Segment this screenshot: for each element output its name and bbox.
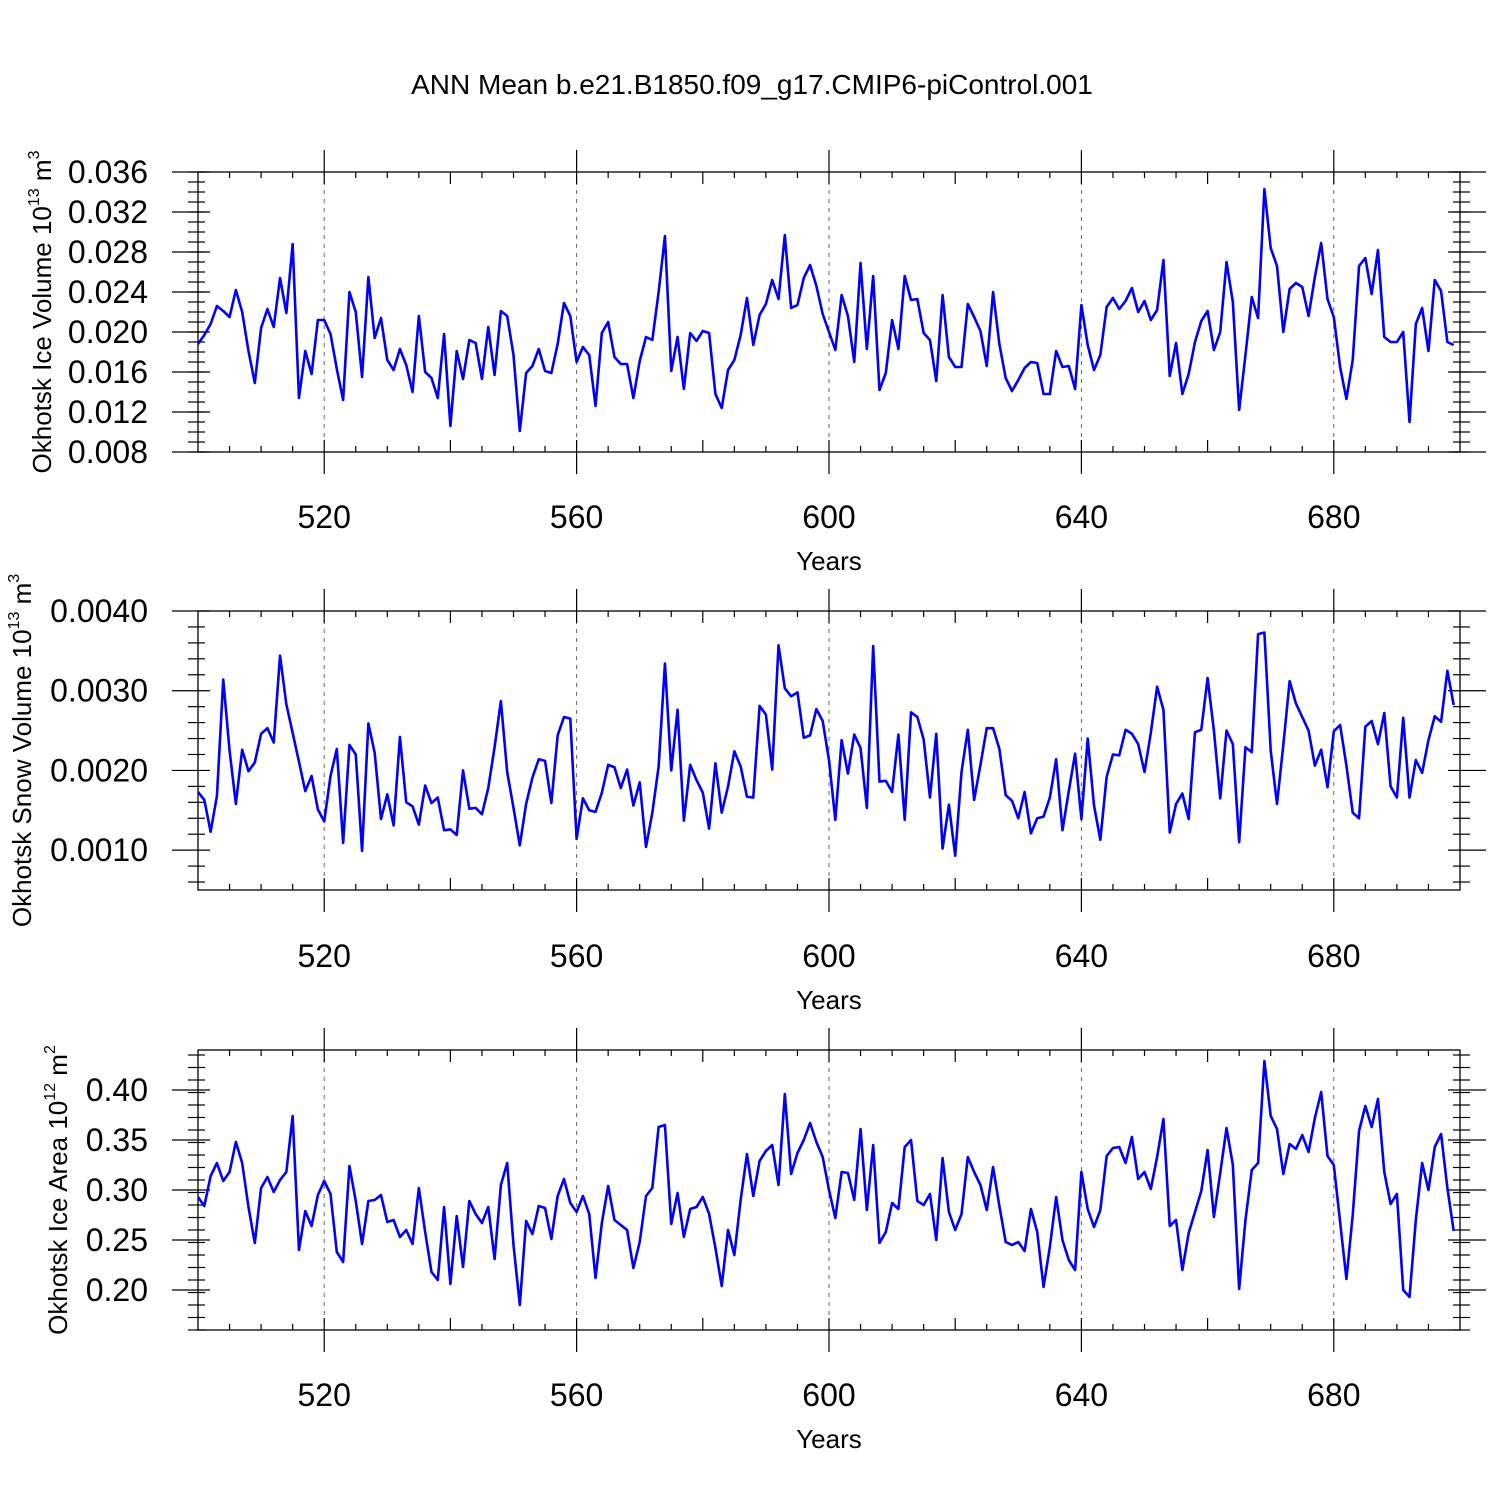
- figure-title: ANN Mean b.e21.B1850.f09_g17.CMIP6-piCon…: [411, 69, 1093, 100]
- x-axis-title: Years: [796, 1424, 862, 1454]
- y-axis-title-unit-exponent: 3: [26, 150, 43, 159]
- y-axis-title-unit: m: [27, 159, 57, 188]
- y-tick-label: 0.30: [86, 1172, 148, 1208]
- y-axis-title-exponent: 13: [26, 188, 43, 206]
- y-tick-label: 0.0010: [50, 832, 148, 868]
- series-line-ice-area: [196, 1059, 1455, 1307]
- panel-ice-volume: 520 560 600 640 680 0.008 0.012 0.016 0.020 0.024…: [26, 150, 1486, 576]
- x-tick-label: 640: [1055, 499, 1108, 535]
- y-tick-label: 0.024: [68, 274, 148, 310]
- panels: 520 560 600 640 680 0.008 0.012 0.016 0.020 0.024…: [6, 150, 1486, 1454]
- x-tick-label: 560: [550, 938, 603, 974]
- y-axis-title-main: Okhotsk Snow Volume 10: [7, 629, 37, 927]
- y-axis-title-unit-exponent: 3: [6, 574, 23, 583]
- y-tick-label: 0.35: [86, 1122, 148, 1158]
- y-tick-label: 0.020: [68, 314, 148, 350]
- x-tick-label: 680: [1307, 1377, 1360, 1413]
- y-tick-label: 0.0020: [50, 752, 148, 788]
- x-tick-label: 640: [1055, 1377, 1108, 1413]
- y-tick-label: 0.012: [68, 394, 148, 430]
- x-tick-label: 560: [550, 1377, 603, 1413]
- x-tick-label: 680: [1307, 499, 1360, 535]
- x-tick-label: 640: [1055, 938, 1108, 974]
- series-line-snow-volume: [196, 631, 1455, 858]
- y-axis-title-exponent: 13: [6, 612, 23, 630]
- y-tick-label: 0.25: [86, 1222, 148, 1258]
- y-axis-title: Okhotsk Ice Area 1012 m2: [42, 1045, 73, 1335]
- y-axis-title-main: Okhotsk Ice Volume 10: [27, 206, 57, 473]
- panel-ice-area: 520 560 600 640 680 0.20 0.25 0.30 0.35 0.40 Years…: [42, 1028, 1486, 1454]
- y-tick-label: 0.0040: [50, 593, 148, 629]
- x-tick-label: 600: [802, 938, 855, 974]
- y-axis-title: Okhotsk Snow Volume 1013 m3: [6, 574, 37, 927]
- y-axis-title-unit: m: [43, 1054, 73, 1083]
- y-tick-label: 0.0030: [50, 673, 148, 709]
- y-axis-title-unit-exponent: 2: [42, 1045, 59, 1054]
- x-axis-title: Years: [796, 546, 862, 576]
- x-axis-title: Years: [796, 985, 862, 1015]
- y-tick-label: 0.028: [68, 234, 148, 270]
- y-axis-title: Okhotsk Ice Volume 1013 m3: [26, 150, 57, 473]
- x-tick-label: 520: [298, 1377, 351, 1413]
- y-tick-label: 0.016: [68, 354, 148, 390]
- x-tick-label: 600: [802, 499, 855, 535]
- y-axis-title-unit: m: [7, 583, 37, 612]
- panel-snow-volume: 520 560 600 640 680 0.0010 0.0020 0.0030 0.0040 Y…: [6, 574, 1486, 1015]
- y-tick-label: 0.032: [68, 194, 148, 230]
- y-tick-label: 0.008: [68, 434, 148, 470]
- y-axis-title-main: Okhotsk Ice Area 10: [43, 1101, 73, 1335]
- x-tick-label: 520: [298, 499, 351, 535]
- x-tick-label: 520: [298, 938, 351, 974]
- x-tick-label: 560: [550, 499, 603, 535]
- x-tick-label: 680: [1307, 938, 1360, 974]
- series-line-ice-volume: [196, 187, 1455, 433]
- y-tick-label: 0.036: [68, 154, 148, 190]
- x-tick-label: 600: [802, 1377, 855, 1413]
- y-axis-title-exponent: 12: [42, 1083, 59, 1101]
- y-tick-label: 0.20: [86, 1272, 148, 1308]
- y-tick-label: 0.40: [86, 1072, 148, 1108]
